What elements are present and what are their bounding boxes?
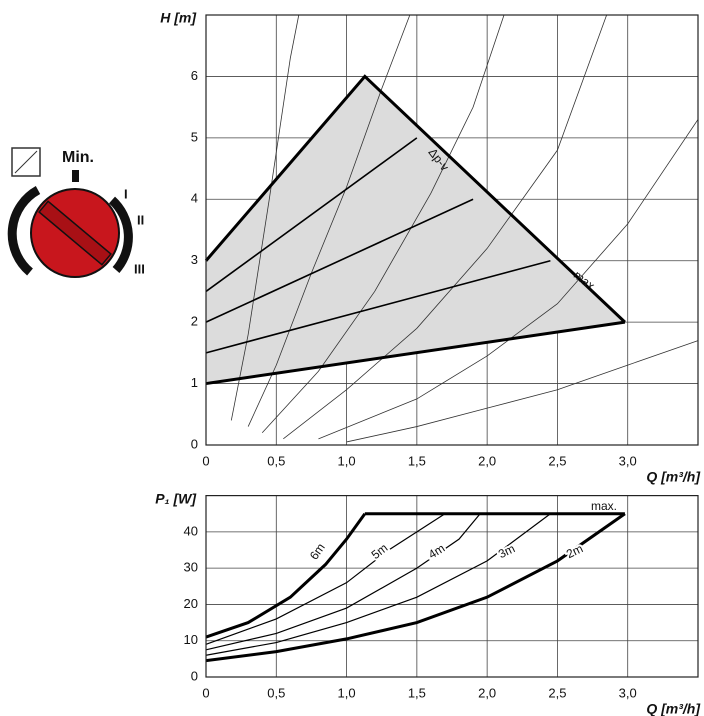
dial-icon: Min. I II III [7, 147, 145, 278]
area [206, 76, 625, 384]
curve [205, 259, 551, 354]
curve [318, 119, 699, 440]
curve [346, 340, 699, 443]
x-tick-label: 1,0 [338, 453, 356, 468]
y-tick-label: 4 [191, 191, 198, 206]
series-label: 5m [369, 541, 391, 562]
y-tick-label: 3 [191, 252, 198, 267]
curve [205, 320, 626, 386]
x-tick-label: 1,5 [408, 685, 426, 700]
y-tick-label: 0 [191, 436, 198, 451]
dial-label: II [137, 212, 144, 227]
curve [205, 198, 474, 323]
plot-frame [205, 14, 699, 446]
x-tick-label: 2,0 [478, 685, 496, 700]
x-axis-title: Q [m³/h] [646, 701, 701, 716]
x-tick-label: 1,0 [338, 685, 356, 700]
curve [230, 14, 300, 421]
x-tick-label: 2,5 [548, 453, 566, 468]
curve [205, 512, 626, 663]
dial-arc [108, 196, 133, 273]
x-tick-label: 0 [202, 685, 209, 700]
y-tick-label: 30 [184, 560, 198, 575]
series-label: 4m [426, 541, 448, 562]
dial-marker [72, 170, 79, 182]
y-axis-title: H [m] [160, 10, 197, 26]
x-tick-label: 0 [202, 453, 209, 468]
mode-icon-line [14, 150, 38, 174]
y-tick-label: 6 [191, 68, 198, 83]
y-tick-label: 2 [191, 314, 198, 329]
y-tick-label: 5 [191, 129, 198, 144]
y-tick-label: 1 [191, 375, 198, 390]
curve [204, 74, 626, 324]
curve [205, 513, 481, 651]
plot [205, 512, 626, 663]
x-tick-label: 0,5 [267, 453, 285, 468]
series-label: 3m [496, 541, 517, 561]
curve [261, 14, 505, 433]
curve [283, 14, 608, 440]
x-tick-label: 3,0 [619, 685, 637, 700]
dial-label: Min. [62, 149, 94, 166]
x-tick-label: 0,5 [267, 685, 285, 700]
series-label: 6m [307, 541, 328, 563]
curve [205, 512, 367, 639]
dial-handle [38, 200, 112, 266]
dial-label: I [124, 186, 128, 201]
plot [204, 14, 699, 443]
x-axis-title: Q [m³/h] [646, 469, 701, 485]
y-tick-label: 0 [191, 668, 198, 683]
dial-arc [7, 186, 41, 276]
x-tick-label: 2,0 [478, 453, 496, 468]
series-label: max. [591, 499, 617, 513]
curve [205, 513, 446, 645]
y-tick-label: 10 [184, 632, 198, 647]
y-tick-label: 20 [184, 596, 198, 611]
y-tick-label: 40 [184, 523, 198, 538]
x-tick-label: 3,0 [619, 453, 637, 468]
dial-label: III [134, 261, 145, 276]
curve [205, 513, 551, 656]
y-axis-title: P₁ [W] [155, 490, 197, 506]
x-tick-label: 1,5 [408, 453, 426, 468]
plot-frame [205, 495, 699, 678]
curve [205, 137, 418, 293]
x-tick-label: 2,5 [548, 685, 566, 700]
